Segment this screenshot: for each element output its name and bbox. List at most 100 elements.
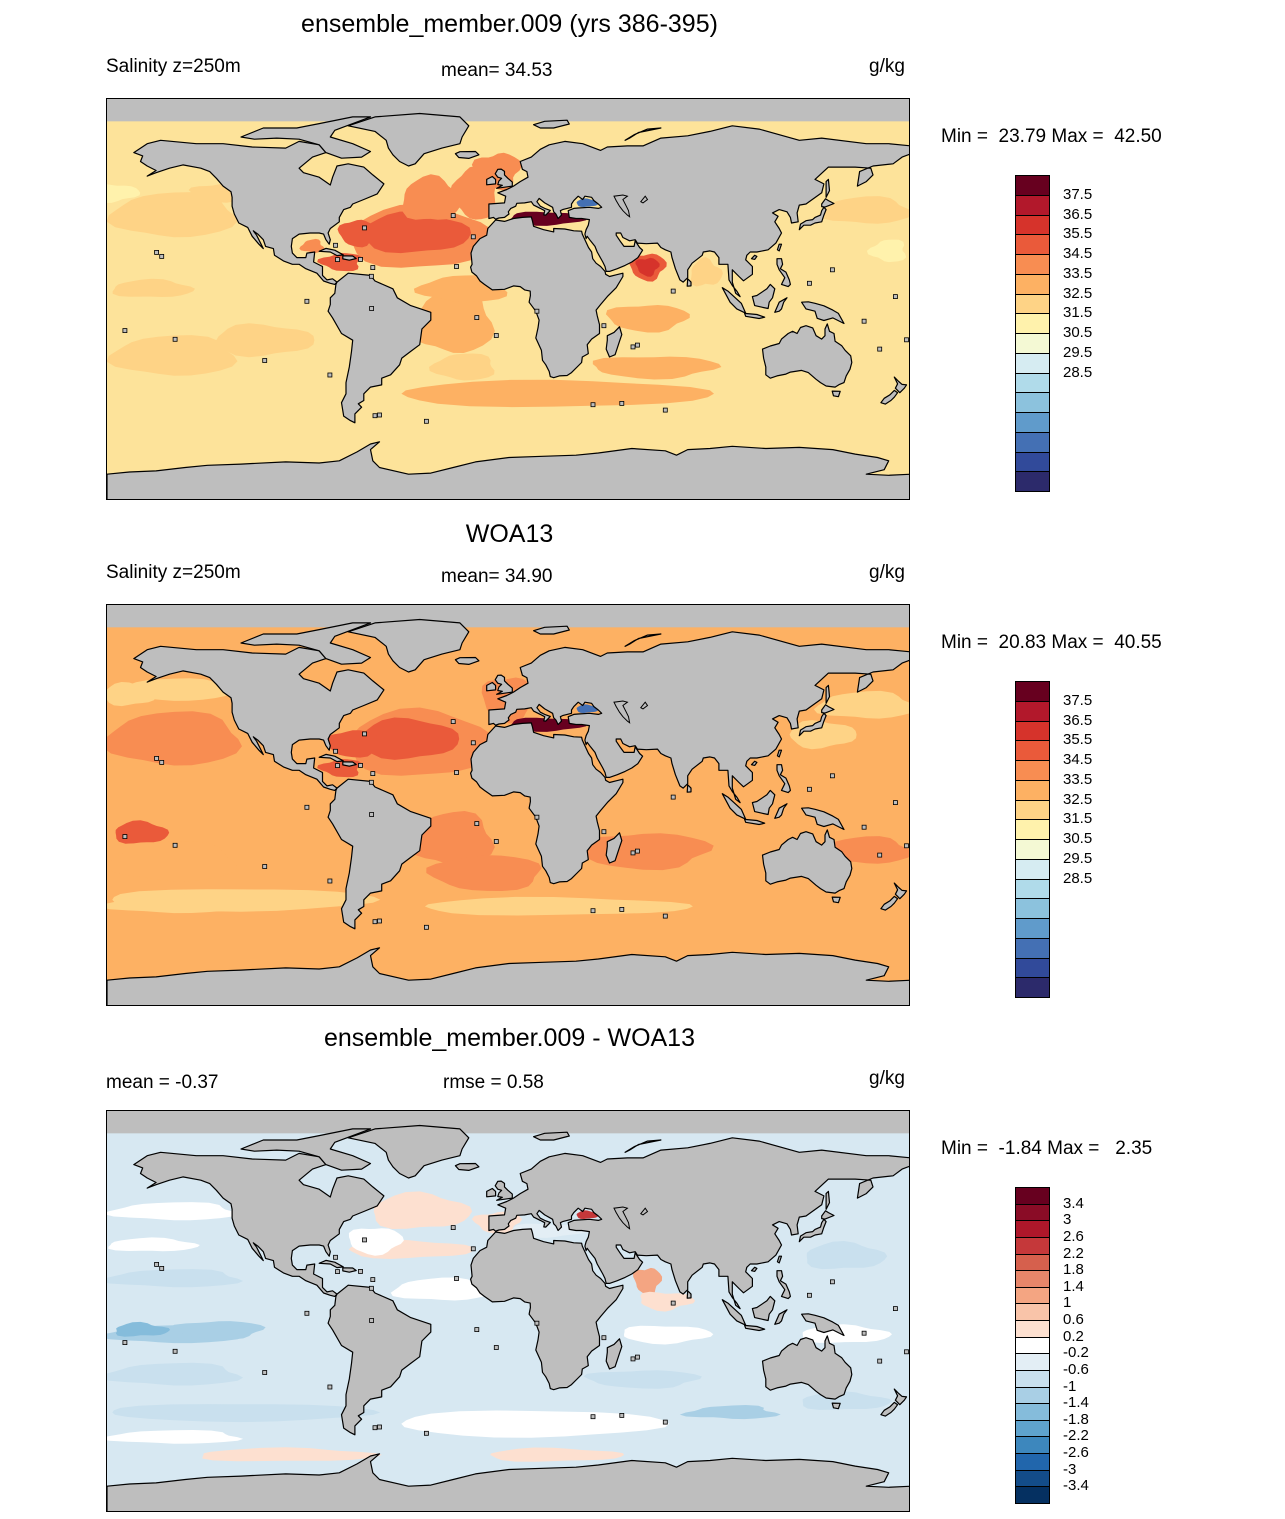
field-contour <box>112 278 195 297</box>
land-mass <box>800 301 845 325</box>
island-marker <box>370 265 376 271</box>
land-mass <box>750 760 758 766</box>
island-marker <box>172 842 178 848</box>
lake-outline <box>613 194 631 218</box>
land-mass <box>318 247 344 257</box>
color-bar-swatch <box>1015 194 1050 216</box>
island-marker <box>590 402 596 408</box>
field-contour <box>426 855 542 891</box>
land-mass <box>800 1313 845 1337</box>
color-bar-swatch <box>1015 1386 1050 1405</box>
island-marker <box>327 372 333 378</box>
color-bar-swatch <box>1015 760 1050 781</box>
color-bar-swatch <box>1015 451 1050 473</box>
color-bar-label: 36.5 <box>1063 205 1093 223</box>
arctic-mask <box>107 1111 909 1134</box>
lake-outline <box>613 700 631 724</box>
land-mass <box>533 1131 570 1141</box>
land-mass <box>470 216 624 379</box>
color-bar-label: 3.4 <box>1063 1194 1084 1212</box>
color-bar-label: 34.5 <box>1063 245 1093 262</box>
min-max-label: Min = 20.83 Max = 40.55 <box>941 632 1162 653</box>
color-bar-swatch <box>1015 1486 1050 1504</box>
island-marker <box>861 824 867 830</box>
island-marker <box>377 412 382 418</box>
field-contour <box>633 1267 663 1297</box>
land-mass <box>327 778 432 930</box>
arctic-mask <box>107 605 909 628</box>
island-marker <box>877 346 883 352</box>
mean-label: mean= 34.53 <box>441 60 553 81</box>
lake-outline <box>613 1206 631 1230</box>
island-marker <box>454 264 459 269</box>
lake-outline <box>640 195 649 204</box>
color-bar-label: 37.5 <box>1063 185 1093 203</box>
island-marker <box>333 1254 338 1260</box>
color-bar-label: 1.4 <box>1063 1277 1084 1295</box>
land-mass <box>880 1401 899 1417</box>
island-marker <box>534 814 540 820</box>
land-mass <box>494 1180 513 1201</box>
color-bar-swatch <box>1015 1270 1050 1288</box>
field-contour <box>624 1325 714 1345</box>
color-bar-swatch <box>1015 352 1050 374</box>
land-mass <box>342 761 357 767</box>
land-mass <box>751 789 776 816</box>
island-marker <box>304 298 310 304</box>
arctic-mask <box>107 99 909 122</box>
field-contour <box>806 1241 888 1270</box>
color-bar-swatch <box>1015 1220 1050 1238</box>
color-bar-label: 2.2 <box>1063 1244 1084 1262</box>
island-marker <box>662 407 668 413</box>
color-bar-swatch <box>1015 1403 1050 1421</box>
land-mass <box>327 1284 432 1436</box>
field-contour <box>115 1321 171 1337</box>
land-mass <box>800 807 845 831</box>
color-bar-label: 36.5 <box>1063 711 1093 729</box>
island-marker <box>377 1424 382 1430</box>
color-bar-label: 0.6 <box>1063 1311 1084 1329</box>
color-bar-label: -2.6 <box>1063 1444 1089 1462</box>
island-marker <box>893 1306 898 1312</box>
field-contour <box>401 379 714 408</box>
island-marker <box>122 834 128 840</box>
map-canvas <box>107 1111 909 1511</box>
land-mass <box>774 1309 788 1325</box>
land-mass <box>825 178 831 198</box>
island-marker <box>601 1335 607 1341</box>
field-contour <box>108 1237 200 1252</box>
color-bar-label: 28.5 <box>1063 869 1093 887</box>
color-bar-swatch <box>1015 333 1050 354</box>
island-marker <box>601 829 607 835</box>
units-label: g/kg <box>869 1068 905 1089</box>
land-mass <box>776 243 783 252</box>
field-contour <box>107 335 238 376</box>
island-marker <box>861 1330 867 1336</box>
color-bar-label: 28.5 <box>1063 363 1093 381</box>
lake-outline <box>640 1207 649 1216</box>
land-mass <box>831 390 841 398</box>
island-marker <box>450 213 456 218</box>
color-bar-swatch <box>1015 858 1050 880</box>
land-mass <box>825 684 831 704</box>
land-mass <box>825 1190 831 1210</box>
land-mass <box>774 297 788 313</box>
color-bar-swatch <box>1015 273 1050 295</box>
land-mass <box>486 175 497 186</box>
color-bar-swatch <box>1015 1353 1050 1371</box>
field-contour <box>113 678 231 701</box>
island-marker <box>454 770 459 775</box>
land-mass <box>831 896 841 904</box>
field-contour <box>107 192 238 238</box>
island-marker <box>904 1349 909 1355</box>
color-bar-label: -3.4 <box>1063 1477 1089 1495</box>
island-marker <box>470 234 476 240</box>
land-mass <box>454 656 480 666</box>
min-max-label: Min = -1.84 Max = 2.35 <box>941 1138 1153 1159</box>
color-bar-label: 31.5 <box>1063 304 1093 322</box>
land-mass <box>533 625 570 635</box>
island-marker <box>327 1384 333 1390</box>
field-contour <box>112 1404 381 1423</box>
island-marker <box>670 288 676 294</box>
land-mass <box>342 1267 357 1273</box>
